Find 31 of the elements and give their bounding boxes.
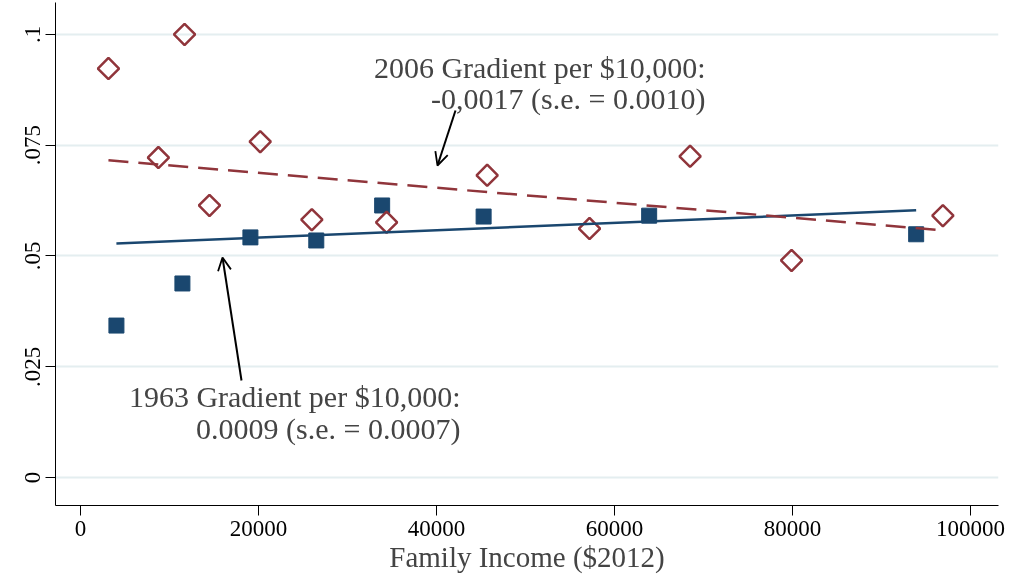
x-axis-title: Family Income ($2012) [389, 540, 665, 574]
point [931, 203, 955, 228]
x-tick-label: 60000 [585, 515, 644, 541]
point [308, 232, 325, 249]
point [197, 193, 222, 218]
point [248, 129, 273, 154]
y-tick-label: .075 [20, 125, 46, 166]
y-tick-label: .025 [20, 346, 46, 387]
point [475, 208, 492, 225]
point [908, 226, 925, 243]
annotation: 2006 Gradient per $10,000: -0,0017 (s.e. = 0.0010) [373, 51, 706, 116]
point [96, 56, 121, 81]
y-tick-label: 0 [20, 471, 46, 484]
x-tick-label: 0 [74, 515, 87, 541]
y-tick-label: .05 [20, 241, 46, 271]
point [678, 144, 702, 169]
point [146, 145, 171, 170]
x-tick-label: 40000 [407, 515, 466, 541]
point [172, 22, 197, 47]
point [174, 275, 191, 292]
x-tick-label: 100000 [935, 515, 1005, 541]
x-tick-label: 80000 [763, 515, 822, 541]
point [108, 317, 125, 334]
point [374, 197, 391, 214]
x-tick-label: 20000 [229, 515, 288, 541]
annotation: 1963 Gradient per $10,000: 0.0009 (s.e. = 0.0007) [128, 380, 461, 446]
point [475, 163, 500, 188]
point [299, 207, 324, 232]
point [779, 248, 804, 273]
y-tick-label: .1 [20, 25, 46, 44]
point [242, 229, 259, 246]
